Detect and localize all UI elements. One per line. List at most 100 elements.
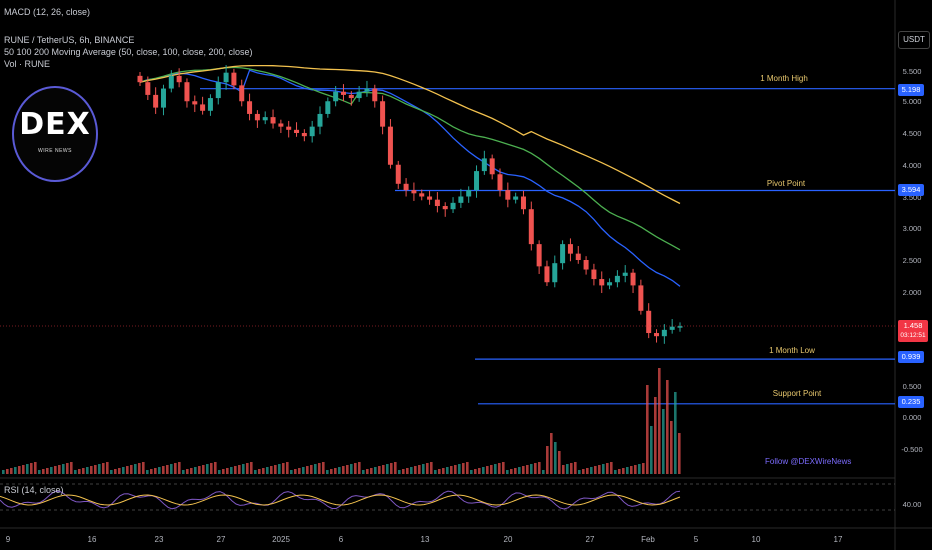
volume-bar bbox=[322, 462, 325, 474]
candle-body bbox=[145, 82, 151, 95]
volume-bar bbox=[546, 446, 549, 474]
candle-body bbox=[567, 244, 573, 254]
volume-bar bbox=[450, 466, 453, 474]
volume-bar bbox=[438, 469, 441, 474]
candle-body bbox=[348, 94, 354, 99]
level-badge-support: 0.235 bbox=[898, 396, 924, 408]
x-tick-label: 16 bbox=[88, 535, 97, 544]
volume-bar bbox=[18, 466, 21, 474]
candle-body bbox=[622, 272, 628, 276]
candle-body bbox=[340, 91, 346, 95]
quote-currency-badge[interactable]: USDT bbox=[898, 31, 930, 49]
volume-bar bbox=[634, 465, 637, 474]
candle-body bbox=[661, 329, 667, 337]
rsi-line bbox=[0, 490, 681, 510]
candle-body bbox=[591, 269, 597, 280]
volume-bar bbox=[330, 469, 333, 474]
volume-bar bbox=[30, 463, 33, 474]
rsi-label[interactable]: RSI (14, close) bbox=[4, 485, 64, 495]
volume-bar bbox=[138, 463, 141, 474]
candle-body bbox=[607, 282, 613, 286]
volume-bar bbox=[554, 442, 557, 474]
volume-bar bbox=[630, 466, 633, 474]
volume-bar bbox=[166, 465, 169, 474]
volume-bar bbox=[46, 468, 49, 474]
volume-bar bbox=[26, 464, 29, 474]
level-label-month-low: 1 Month Low bbox=[769, 346, 815, 355]
volume-bar bbox=[214, 462, 217, 474]
volume-bar bbox=[22, 465, 25, 474]
y-tick-label: -0.500 bbox=[901, 445, 922, 454]
candle-body bbox=[278, 123, 284, 127]
volume-bar bbox=[150, 469, 153, 474]
candle-body bbox=[301, 133, 307, 137]
volume-bar bbox=[562, 465, 565, 474]
y-tick-label: 2.000 bbox=[903, 288, 922, 297]
volume-bar bbox=[274, 465, 277, 474]
volume-bar bbox=[590, 467, 593, 474]
volume-bar bbox=[578, 470, 581, 474]
volume-bar bbox=[202, 465, 205, 474]
volume-bar bbox=[426, 463, 429, 474]
level-label-month-high: 1 Month High bbox=[760, 74, 808, 83]
volume-bar bbox=[238, 465, 241, 474]
volume-bar bbox=[282, 463, 285, 474]
volume-bar bbox=[650, 426, 653, 474]
volume-bar bbox=[226, 468, 229, 474]
candle-body bbox=[262, 117, 268, 121]
candle-body bbox=[427, 196, 433, 200]
candle-body bbox=[560, 244, 566, 264]
volume-bar bbox=[142, 462, 145, 474]
candle-body bbox=[333, 91, 339, 102]
candle-body bbox=[450, 202, 456, 210]
ma-label[interactable]: 50 100 200 Moving Average (50, close, 10… bbox=[4, 47, 253, 57]
volume-bar bbox=[66, 463, 69, 474]
volume-bar bbox=[418, 465, 421, 474]
last-price-value: 1.458 bbox=[903, 321, 923, 330]
volume-bar bbox=[266, 467, 269, 474]
candle-body bbox=[153, 94, 159, 108]
volume-bar bbox=[566, 464, 569, 474]
y-tick-label: 5.500 bbox=[903, 67, 922, 76]
volume-bar bbox=[334, 468, 337, 474]
volume-bar bbox=[182, 470, 185, 474]
symbol-label[interactable]: RUNE / TetherUS, 6h, BINANCE bbox=[4, 35, 135, 45]
volume-bar bbox=[414, 466, 417, 474]
candle-body bbox=[403, 183, 409, 191]
candle-body bbox=[575, 253, 581, 260]
volume-bar bbox=[626, 467, 629, 474]
candle-body bbox=[520, 196, 526, 210]
volume-bar bbox=[378, 466, 381, 474]
volume-bar bbox=[402, 469, 405, 474]
volume-bar bbox=[194, 467, 197, 474]
volume-bar bbox=[514, 468, 517, 474]
volume-bar bbox=[510, 469, 513, 474]
volume-bar bbox=[442, 468, 445, 474]
volume-bar bbox=[454, 465, 457, 474]
candle-body bbox=[356, 91, 362, 99]
candle-body bbox=[599, 279, 605, 286]
candle-body bbox=[536, 244, 542, 267]
volume-bar bbox=[294, 469, 297, 474]
volume-bar bbox=[254, 470, 257, 474]
volume-bar bbox=[162, 466, 165, 474]
x-tick-label: 6 bbox=[339, 535, 344, 544]
candle-body bbox=[646, 310, 652, 334]
volume-bar bbox=[50, 467, 53, 474]
candle-body bbox=[505, 190, 511, 200]
volume-bar bbox=[290, 470, 293, 474]
volume-bar bbox=[134, 464, 137, 474]
x-tick-label: 2025 bbox=[272, 535, 290, 544]
x-tick-label: 13 bbox=[421, 535, 430, 544]
volume-bar bbox=[318, 463, 321, 474]
macd-label[interactable]: MACD (12, 26, close) bbox=[4, 7, 91, 17]
volume-bar bbox=[678, 433, 681, 474]
level-badge-pivot: 3.594 bbox=[898, 184, 924, 196]
volume-bar bbox=[602, 464, 605, 474]
volume-bar bbox=[122, 467, 125, 474]
volume-bar bbox=[34, 462, 37, 474]
volume-bar bbox=[246, 463, 249, 474]
volume-bar bbox=[354, 463, 357, 474]
volume-label[interactable]: Vol · RUNE bbox=[4, 59, 51, 69]
